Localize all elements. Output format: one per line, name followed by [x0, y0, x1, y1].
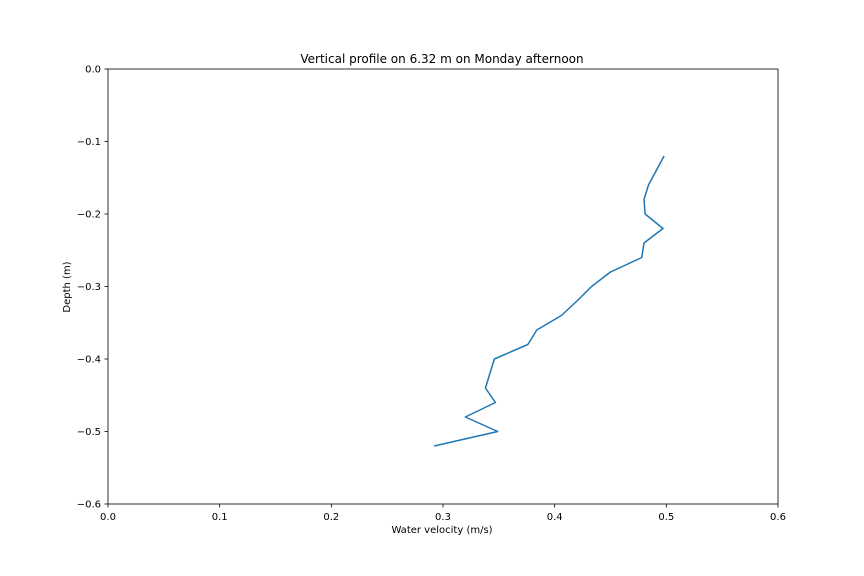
x-axis-label: Water velocity (m/s): [391, 525, 492, 536]
y-tick-label: −0.1: [77, 137, 101, 148]
x-tick-label: 0.0: [100, 512, 116, 523]
plot-frame: [107, 68, 779, 505]
y-tick-label: −0.4: [77, 355, 101, 366]
x-axis: 0.0 0.1 0.2 0.3 0.4 0.5 0.6: [100, 504, 786, 523]
y-axis-label: Depth (m): [62, 261, 73, 312]
x-tick-label: 0.6: [770, 512, 786, 523]
x-tick-label: 0.5: [658, 512, 674, 523]
y-tick-label: −0.5: [77, 427, 101, 438]
chart-title: Vertical profile on 6.32 m on Monday aft…: [300, 52, 583, 66]
y-tick-label: 0.0: [85, 65, 101, 76]
x-tick-label: 0.4: [547, 512, 563, 523]
y-tick-label: −0.2: [77, 210, 101, 221]
plot-area: [107, 68, 779, 505]
series-line: [433, 155, 665, 447]
x-tick-label: 0.3: [435, 512, 451, 523]
x-tick-label: 0.2: [323, 512, 339, 523]
x-tick-label: 0.1: [212, 512, 228, 523]
y-axis: 0.0 −0.1 −0.2 −0.3 −0.4 −0.5 −0.6: [77, 65, 108, 511]
y-tick-label: −0.3: [77, 282, 101, 293]
y-tick-label: −0.6: [77, 500, 101, 511]
